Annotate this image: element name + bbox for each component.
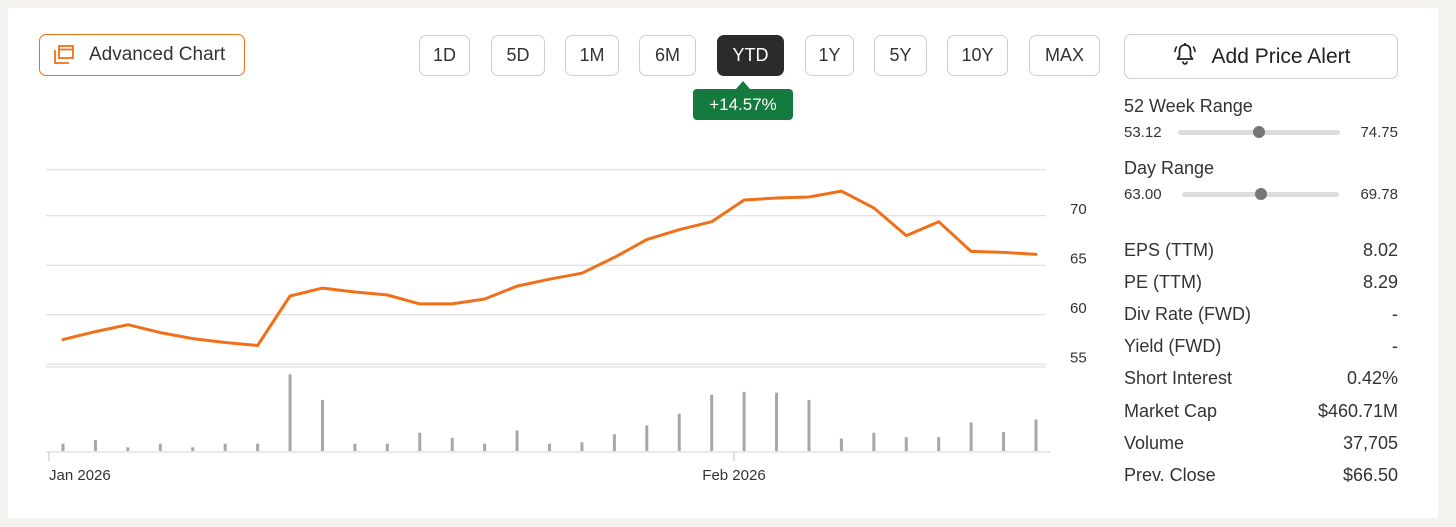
- y-tick-label: 70: [1070, 201, 1087, 218]
- advanced-chart-label: Advanced Chart: [89, 44, 226, 65]
- period-1d-button[interactable]: 1D: [419, 35, 470, 76]
- stat-value: 0.42%: [1346, 368, 1398, 389]
- chart-window-icon: [53, 44, 75, 66]
- volume-bar: [645, 425, 649, 451]
- x-axis-ticks: Jan 2026 Feb 2026: [48, 452, 766, 484]
- volume-bar: [418, 432, 422, 451]
- stat-row-eps: EPS (TTM) 8.02: [1124, 234, 1398, 266]
- x-tick-label: Feb 2026: [702, 467, 765, 484]
- volume-bar: [677, 413, 681, 451]
- period-max-button[interactable]: MAX: [1029, 35, 1100, 76]
- period-5d-button[interactable]: 5D: [491, 35, 545, 76]
- week52-range-marker: [1253, 126, 1265, 138]
- stat-row-div-rate: Div Rate (FWD) -: [1124, 298, 1398, 330]
- volume-bar: [742, 391, 746, 451]
- volume-bar: [93, 440, 97, 451]
- stat-label: PE (TTM): [1124, 271, 1202, 292]
- stat-label: Prev. Close: [1124, 464, 1216, 485]
- y-tick-label: 60: [1070, 300, 1087, 317]
- volume-bar: [483, 443, 487, 451]
- volume-bar: [353, 443, 357, 451]
- stat-value: $66.50: [1342, 464, 1398, 485]
- badge-pointer: [736, 81, 750, 89]
- volume-bar: [710, 394, 714, 451]
- week52-high: 74.75: [1360, 124, 1398, 141]
- price-line-layer: [61, 189, 1038, 347]
- ytd-change-badge: +14.57%: [693, 89, 793, 120]
- stat-value: $460.71M: [1317, 400, 1398, 421]
- week52-range: 52 Week Range 53.12 74.75: [1124, 96, 1398, 158]
- y-axis-ticks: 55 60 65 70: [1070, 201, 1087, 366]
- stat-row-volume: Volume 37,705: [1124, 427, 1398, 459]
- volume-bar: [1034, 419, 1038, 451]
- volume-bar: [872, 432, 876, 451]
- stat-row-pe: PE (TTM) 8.29: [1124, 266, 1398, 298]
- period-1y-button[interactable]: 1Y: [805, 35, 854, 76]
- stat-value: -: [1392, 336, 1398, 357]
- volume-bar: [515, 430, 519, 451]
- volume-bar: [775, 392, 779, 451]
- volume-bar: [61, 443, 65, 451]
- period-6m-button[interactable]: 6M: [639, 35, 696, 76]
- day-range-marker: [1254, 188, 1267, 200]
- period-10y-button[interactable]: 10Y: [947, 35, 1008, 76]
- volume-bar: [385, 443, 389, 451]
- volume-bar: [158, 443, 162, 451]
- volume-bar: [580, 442, 584, 451]
- stat-value: -: [1392, 303, 1398, 324]
- day-range: Day Range 63.00 69.78: [1124, 158, 1398, 234]
- volume-bar: [1002, 432, 1006, 451]
- add-price-alert-label: Add Price Alert: [1211, 44, 1351, 68]
- stat-label: Short Interest: [1124, 368, 1233, 389]
- volume-bar: [937, 437, 941, 451]
- advanced-chart-button[interactable]: Advanced Chart: [39, 34, 245, 76]
- stats-panel: 52 Week Range 53.12 74.75 Day Range 63.0…: [1124, 96, 1398, 492]
- day-low: 63.00: [1124, 186, 1162, 203]
- week52-range-track: [1178, 126, 1340, 138]
- volume-bar: [223, 443, 227, 451]
- period-5y-button[interactable]: 5Y: [874, 35, 927, 76]
- stat-value: 37,705: [1342, 432, 1398, 453]
- volume-bar: [612, 434, 616, 451]
- stat-row-prev-close: Prev. Close $66.50: [1124, 459, 1398, 491]
- stat-row-market-cap: Market Cap $460.71M: [1124, 395, 1398, 427]
- stat-value: 8.29: [1362, 271, 1398, 292]
- week52-range-label: 52 Week Range: [1124, 96, 1253, 116]
- volume-bar: [839, 438, 843, 451]
- bell-alert-icon: [1172, 41, 1198, 73]
- period-ytd-button[interactable]: YTD: [717, 35, 784, 76]
- volume-bar: [191, 447, 195, 451]
- volume-bar: [807, 399, 811, 451]
- price-chart: 55 60 65 70 Jan 2026 Feb 2026: [46, 169, 1087, 484]
- stat-row-short-interest: Short Interest 0.42%: [1124, 363, 1398, 395]
- volume-bars: [61, 374, 1038, 451]
- day-high: 69.78: [1360, 186, 1398, 203]
- stat-label: Market Cap: [1124, 400, 1218, 421]
- period-1m-button[interactable]: 1M: [565, 35, 619, 76]
- y-tick-label: 65: [1070, 250, 1087, 267]
- volume-bar: [256, 443, 260, 451]
- volume-bar: [548, 443, 551, 451]
- add-price-alert-button[interactable]: Add Price Alert: [1124, 34, 1398, 79]
- volume-bar: [904, 437, 908, 451]
- y-tick-label: 55: [1070, 349, 1087, 366]
- stat-value: 8.02: [1362, 239, 1398, 260]
- day-range-label: Day Range: [1124, 158, 1215, 178]
- volume-bar: [450, 437, 454, 451]
- price-line: [61, 189, 1038, 347]
- volume-bar: [969, 422, 973, 451]
- volume-bar: [288, 374, 292, 451]
- stat-label: Volume: [1124, 432, 1185, 453]
- volume-bar: [126, 447, 130, 451]
- stat-row-yield: Yield (FWD) -: [1124, 331, 1398, 363]
- week52-low: 53.12: [1124, 124, 1162, 141]
- chart-grid: [46, 169, 1046, 368]
- stat-label: Div Rate (FWD): [1124, 303, 1251, 324]
- day-range-track: [1182, 188, 1339, 200]
- x-tick-label: Jan 2026: [49, 467, 111, 484]
- stat-label: Yield (FWD): [1124, 336, 1222, 357]
- stat-label: EPS (TTM): [1124, 239, 1214, 260]
- volume-bar: [320, 399, 324, 451]
